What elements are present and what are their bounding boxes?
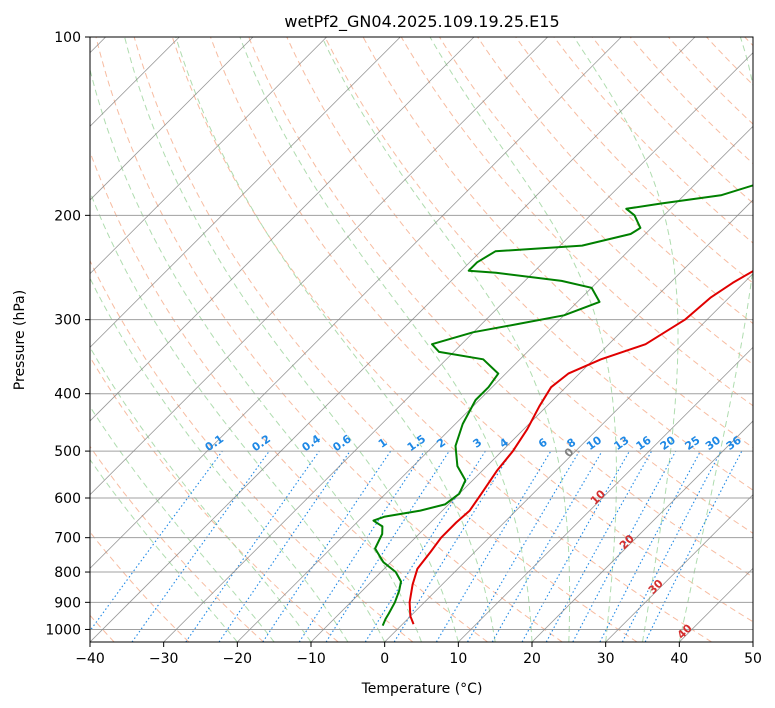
x-tick-label: 10 <box>449 651 467 667</box>
moist-adiabat-line <box>678 37 753 642</box>
x-tick-label: −20 <box>223 651 253 667</box>
dry-adiabat-line <box>400 37 753 407</box>
mixing-ratio-line <box>435 450 552 642</box>
y-axis-ticks: 100 200 300 400 500 600 700 800 900 1000 <box>45 30 90 638</box>
mixing-ratio-line <box>572 450 677 642</box>
moist-adiabat-line <box>429 37 617 642</box>
y-tick-label: 600 <box>54 491 81 507</box>
dry-adiabat-line <box>591 37 753 204</box>
moist-adiabat-line <box>124 37 459 642</box>
isotherm-line <box>531 420 753 642</box>
y-tick-label: 200 <box>54 208 81 224</box>
mixing-ratio-line <box>467 450 580 642</box>
temperature-profile-line <box>408 269 753 625</box>
isotherms <box>90 37 753 642</box>
dry-adiabat-line <box>477 37 753 325</box>
y-tick-label: 800 <box>54 565 81 581</box>
isotherm-line <box>90 37 696 642</box>
dry-adiabat-line <box>324 37 753 491</box>
moist-adiabat-line <box>90 405 275 642</box>
x-tick-label: −40 <box>75 651 105 667</box>
dry-adiabat-line <box>90 445 264 642</box>
y-tick-label: 500 <box>54 444 81 460</box>
mixing-ratio-line <box>521 450 630 642</box>
isotherm-line <box>310 199 753 642</box>
dry-adiabat-line <box>629 37 753 165</box>
dry-adiabat-line <box>210 37 753 623</box>
y-axis-label: Pressure (hPa) <box>12 290 28 390</box>
moist-adiabat-line <box>321 37 571 642</box>
dry-adiabat-line <box>171 37 712 642</box>
y-tick-label: 100 <box>54 30 81 46</box>
isotherm-line <box>90 37 401 348</box>
profile-lines <box>372 184 753 626</box>
y-tick-label: 1000 <box>45 622 81 638</box>
x-axis-label: Temperature (°C) <box>361 681 483 697</box>
mixing-ratio-line <box>491 450 603 642</box>
x-tick-label: −30 <box>149 651 179 667</box>
x-tick-label: −10 <box>296 651 326 667</box>
isotherm-line <box>90 37 475 422</box>
y-tick-label: 300 <box>54 313 81 329</box>
isotherm-line <box>237 125 753 642</box>
x-axis-ticks: −40 −30 −20 −10 0 10 20 30 40 50 <box>75 642 762 667</box>
mixing-ratio-line <box>364 450 486 642</box>
x-tick-label: 30 <box>597 651 615 667</box>
isotherm-line <box>605 494 753 642</box>
moist-adiabat-line <box>239 37 533 642</box>
isotherm-line <box>163 52 753 642</box>
dewpoint-profile-line <box>372 184 753 626</box>
mixing-ratio-line <box>218 450 351 642</box>
isotherm-line <box>90 37 254 201</box>
mixing-ratio-line <box>131 450 270 642</box>
y-tick-label: 700 <box>54 531 81 547</box>
x-tick-label: 40 <box>670 651 688 667</box>
isotherm-line <box>90 37 622 569</box>
chart-title: wetPf2_GN04.2025.109.19.25.E15 <box>284 12 559 32</box>
moist-adiabat-line <box>90 277 349 642</box>
dry-adiabat-line <box>90 259 414 642</box>
mixing-ratio-line <box>393 450 513 642</box>
background-lines <box>90 37 753 642</box>
isotherm-line <box>458 346 753 642</box>
isobars <box>90 37 753 630</box>
dry-adiabat-line <box>515 37 753 284</box>
isotherm-line <box>384 273 753 642</box>
mixing-ratio-line <box>90 450 223 632</box>
moist-adiabat-line <box>90 190 386 642</box>
dry-adiabat-line <box>95 37 563 642</box>
x-tick-label: 20 <box>523 651 541 667</box>
moist-adiabat-line <box>90 458 238 642</box>
dry-adiabat-line <box>248 37 753 578</box>
moist-adiabat-line <box>90 67 422 642</box>
x-tick-label: 50 <box>744 651 762 667</box>
mixing-ratio-line <box>325 450 450 642</box>
x-tick-label: 0 <box>380 651 389 667</box>
isotherm-line <box>90 37 327 275</box>
y-tick-label: 900 <box>54 595 81 611</box>
y-tick-label: 400 <box>54 387 81 403</box>
isotherm-line <box>90 37 548 496</box>
plot-frame <box>89 36 754 643</box>
series-group <box>372 184 753 626</box>
moist-adiabat-line <box>573 37 679 642</box>
mixing-ratio-line <box>185 450 320 642</box>
moist-adiabat-line <box>175 37 496 642</box>
dry-adiabat-line <box>133 37 638 642</box>
